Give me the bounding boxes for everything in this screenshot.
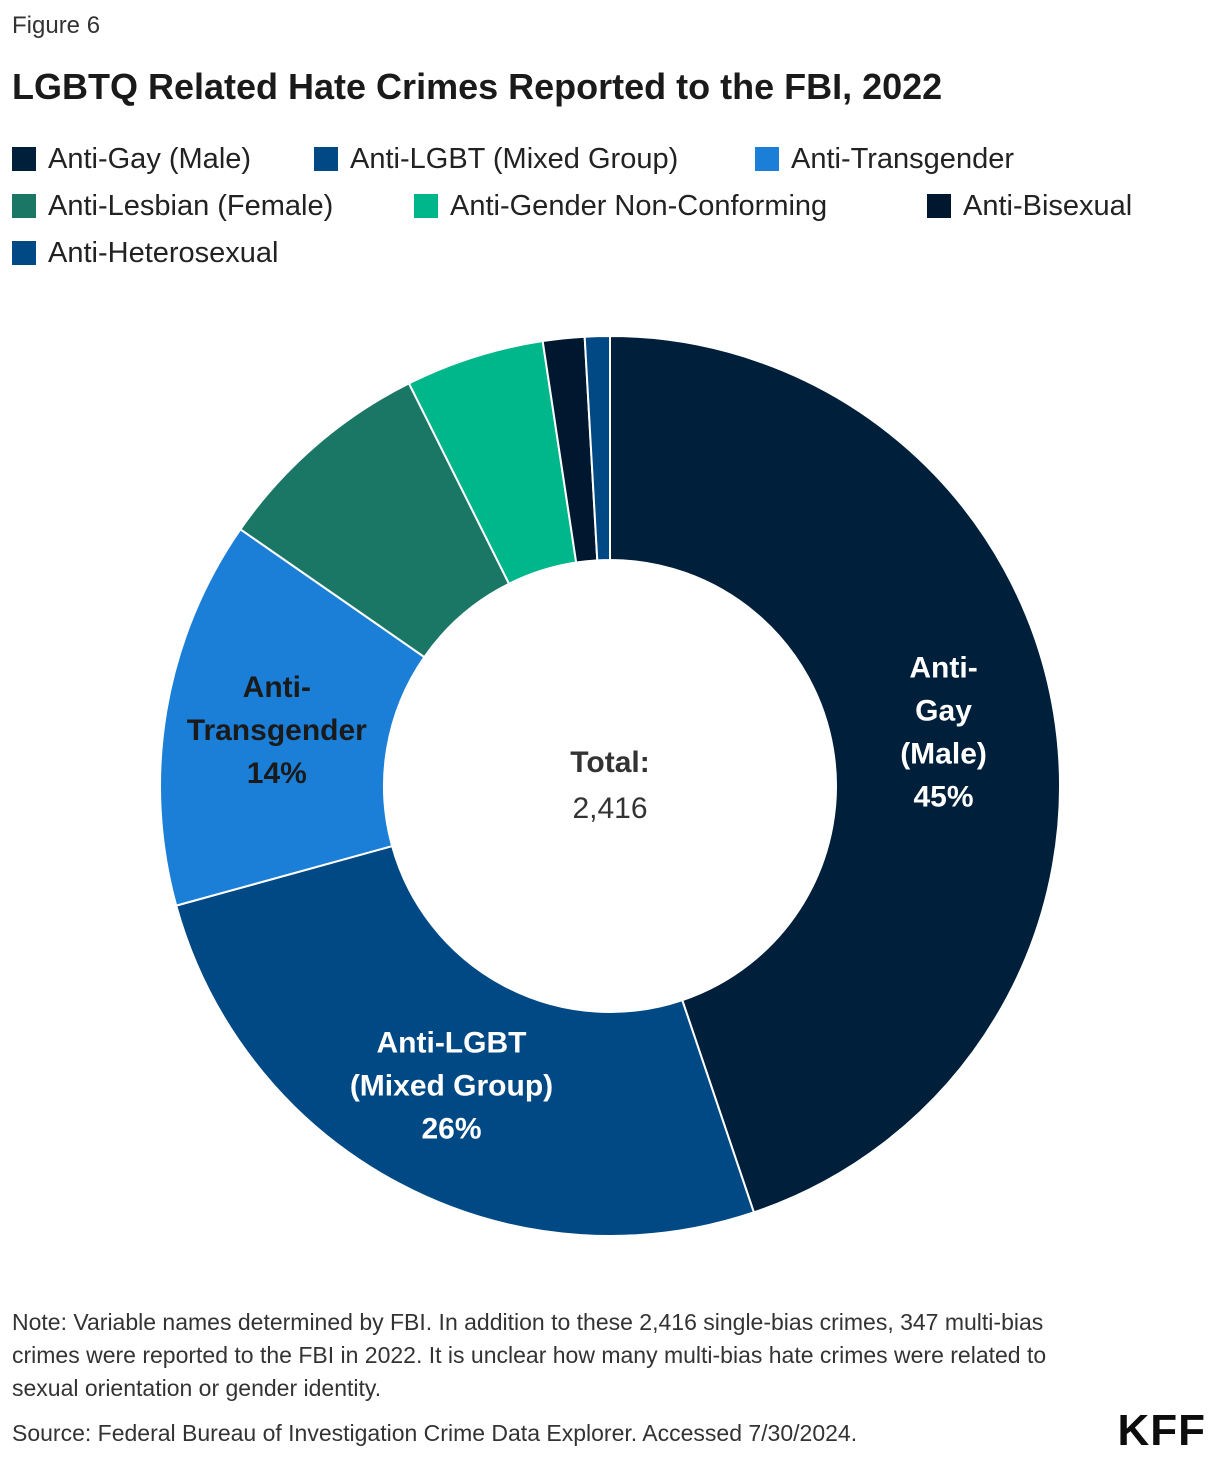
legend-label: Anti-Gay (Male) [48, 142, 252, 175]
legend-label: Anti-Heterosexual [48, 236, 279, 269]
data-label-anti-transgender: Anti- Transgender 14% [187, 671, 367, 790]
legend-item-anti-gender-non-conforming: Anti-Gender Non-Conforming [414, 187, 827, 225]
legend-label: Anti-Bisexual [963, 189, 1133, 222]
data-label-line: Gay [915, 695, 972, 728]
data-label-line: Anti-LGBT [377, 1027, 527, 1060]
data-label-line: 45% [914, 781, 974, 814]
legend-swatch [755, 147, 779, 171]
donut-slices [159, 334, 1061, 1237]
data-label-line: Anti- [243, 671, 311, 704]
legend-item-anti-bisexual: Anti-Bisexual [927, 187, 1132, 225]
legend-row: Anti-Lesbian (Female) Anti-Gender Non-Co… [12, 187, 1212, 234]
donut-chart-area: Anti- Gay (Male) 45% Anti-LGBT (Mixed Group) 2… [0, 300, 1220, 1260]
kff-logo: KFF [1117, 1406, 1206, 1455]
figure-label: Figure 6 [12, 12, 101, 39]
data-label-anti-lgbt-mixed-group: Anti-LGBT (Mixed Group) 26% [350, 1027, 553, 1146]
legend-row: Anti-Gay (Male) Anti-LGBT (Mixed Group) … [12, 140, 1212, 187]
chart-title: LGBTQ Related Hate Crimes Reported to th… [12, 66, 943, 107]
footer-note: Note: Variable names determined by FBI. … [12, 1309, 1047, 1401]
chart-legend: Anti-Gay (Male) Anti-LGBT (Mixed Group) … [12, 140, 1212, 281]
data-label-line: 14% [247, 757, 307, 790]
legend-swatch [927, 194, 951, 218]
legend-swatch [414, 194, 438, 218]
donut-slice-anti-transgender [159, 527, 426, 907]
legend-item-anti-heterosexual: Anti-Heterosexual [12, 234, 279, 272]
donut-slice-anti-gay-male [609, 334, 1061, 1214]
legend-label: Anti-Gender Non-Conforming [450, 189, 828, 222]
legend-item-anti-lgbt-mixed-group: Anti-LGBT (Mixed Group) [314, 140, 678, 178]
data-label-line: Transgender [187, 714, 367, 747]
data-label-line: Anti- [909, 652, 977, 685]
legend-item-anti-lesbian-female: Anti-Lesbian (Female) [12, 187, 333, 225]
legend-swatch [314, 147, 338, 171]
legend-row: Anti-Heterosexual [12, 234, 1212, 281]
donut-slice-anti-heterosexual [583, 334, 611, 562]
legend-label: Anti-LGBT (Mixed Group) [350, 142, 679, 175]
data-label-line: (Male) [900, 738, 987, 771]
donut-chart: Anti- Gay (Male) 45% Anti-LGBT (Mixed Group) 2… [159, 334, 1061, 1237]
legend-item-anti-transgender: Anti-Transgender [755, 140, 1014, 178]
legend-swatch [12, 241, 36, 265]
footer-source: Source: Federal Bureau of Investigation … [12, 1420, 858, 1446]
center-total-value: 2,416 [572, 792, 647, 825]
legend-item-anti-gay-male: Anti-Gay (Male) [12, 140, 251, 178]
legend-label: Anti-Lesbian (Female) [48, 189, 334, 222]
data-label-line: 26% [421, 1113, 481, 1146]
data-label-anti-gay-male: Anti- Gay (Male) 45% [900, 652, 987, 814]
legend-label: Anti-Transgender [791, 142, 1014, 175]
center-total-label: Total: [570, 746, 649, 779]
donut-slice-anti-lgbt-mixed-group [174, 844, 756, 1237]
data-label-line: (Mixed Group) [350, 1070, 553, 1103]
legend-swatch [12, 194, 36, 218]
legend-swatch [12, 147, 36, 171]
slice-labels: Anti- Gay (Male) 45% Anti-LGBT (Mixed Group) 2… [187, 652, 987, 1146]
